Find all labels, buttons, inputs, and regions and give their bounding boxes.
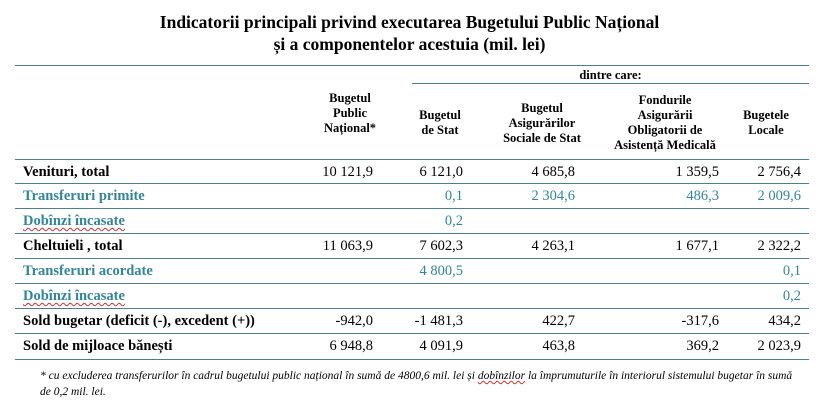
cell-foam: 1 359,5 [675, 164, 720, 180]
header-line: Bugetele [743, 108, 789, 122]
cell-bpn: 10 121,9 [322, 164, 373, 180]
row-label: Sold bugetar (deficit (-), excedent (+)) [23, 313, 255, 329]
row-label: Dobînzi încasate [23, 213, 125, 229]
cell-bass: 2 304,6 [531, 188, 576, 204]
row-label: Venituri, total [23, 164, 110, 180]
header-line: de Stat [421, 123, 459, 137]
header-bugetul-public-national: Bugetul Public Național* [298, 91, 402, 136]
cell-foam: 369,2 [686, 338, 719, 354]
table-row: Sold de mijloace bănești 6 948,8 4 091,9… [15, 334, 809, 358]
cell-foam: 486,3 [686, 188, 719, 204]
header-line: Bugetul [419, 108, 461, 122]
header-line: Sociale de Stat [503, 131, 581, 145]
cell-bass: 422,7 [542, 313, 575, 329]
table-row: Dobînzi încasate 0,2 [15, 209, 809, 233]
cell-bs: 0,1 [444, 188, 463, 204]
cell-bpn: -942,0 [335, 313, 373, 329]
table-row: Venituri, total 10 121,9 6 121,0 4 685,8… [15, 160, 809, 184]
cell-bl: 2 756,4 [757, 164, 802, 180]
row-label: Cheltuieli , total [23, 238, 123, 254]
row-label: Transferuri primite [23, 188, 145, 204]
row-rule [15, 258, 809, 259]
cell-bpn: 6 948,8 [329, 338, 374, 354]
row-rule [15, 308, 809, 309]
cell-bl: 2 322,2 [757, 238, 802, 254]
cell-bs: 6 121,0 [419, 164, 464, 180]
header-line: Asistență Medicală [614, 138, 716, 152]
row-rule [15, 359, 809, 360]
footnote-flagged-word: dobînzilor [477, 370, 526, 382]
header-bugetul-asigurarilor-sociale: Bugetul Asigurărilor Sociale de Stat [480, 101, 604, 146]
cell-foam: -317,6 [681, 313, 719, 329]
cell-bass: 463,8 [542, 338, 575, 354]
cell-bs: 4 800,5 [419, 263, 464, 279]
footnote: * cu excluderea transferurilor în cadrul… [40, 368, 800, 400]
cell-bs: 4 091,9 [419, 338, 464, 354]
header-line: Asigurărilor [508, 116, 576, 130]
row-rule [15, 208, 809, 209]
row-label: Sold de mijloace bănești [23, 338, 173, 354]
cell-bl: 434,2 [768, 313, 801, 329]
footnote-text-2: la împrumuturile în interiorul sistemulu… [40, 370, 793, 398]
table-row: Sold bugetar (deficit (-), excedent (+))… [15, 309, 809, 333]
rule-header [15, 159, 809, 160]
header-bugetul-de-stat: Bugetul de Stat [400, 108, 480, 138]
table-row: Dobînzi încasate 0,2 [15, 284, 809, 308]
header-line: Bugetul [521, 101, 563, 115]
table-row: Transferuri acordate 4 800,5 0,1 [15, 259, 809, 283]
row-label: Dobînzi încasate [23, 288, 125, 304]
footnote-text-1: * cu excluderea transferurilor în cadrul… [40, 370, 478, 382]
table-row: Cheltuieli , total 11 063,9 7 602,3 4 26… [15, 234, 809, 258]
rule-subgroup [412, 83, 809, 84]
header-group-label: dintre care: [579, 68, 642, 82]
page-title: Indicatorii principali privind executare… [0, 11, 819, 55]
header-bugetele-locale: Bugetele Locale [730, 108, 802, 138]
row-rule [15, 333, 809, 334]
cell-bl: 2 009,6 [757, 188, 802, 204]
header-line: Fondurile [638, 93, 692, 107]
header-line: Locale [748, 123, 784, 137]
row-rule [15, 283, 809, 284]
cell-bass: 4 685,8 [531, 164, 576, 180]
cell-bass: 4 263,1 [531, 238, 576, 254]
cell-bl: 0,2 [782, 288, 801, 304]
row-rule [15, 183, 809, 184]
title-line-2: și a componentelor acestuia (mil. lei) [273, 34, 546, 54]
header-line: Național* [323, 121, 377, 135]
cell-bpn: 11 063,9 [322, 238, 373, 254]
header-line: Public [332, 106, 368, 120]
cell-bl: 0,1 [782, 263, 801, 279]
table-row: Transferuri primite 0,1 2 304,6 486,3 2 … [15, 184, 809, 208]
cell-bs: -1 481,3 [414, 313, 463, 329]
cell-foam: 1 677,1 [675, 238, 720, 254]
title-line-1: Indicatorii principali privind executare… [159, 12, 660, 32]
header-line: Obligatorii de [627, 123, 703, 137]
cell-bs: 7 602,3 [419, 238, 464, 254]
cell-bl: 2 023,9 [757, 338, 802, 354]
cell-bs: 0,2 [444, 213, 463, 229]
rule-top [15, 65, 809, 66]
header-line: Bugetul [329, 91, 371, 105]
row-label: Transferuri acordate [23, 263, 153, 279]
row-rule [15, 233, 809, 234]
header-line: Asigurării [637, 108, 693, 122]
header-fondurile-asigurarii-medicale: Fondurile Asigurării Obligatorii de Asis… [595, 93, 735, 153]
